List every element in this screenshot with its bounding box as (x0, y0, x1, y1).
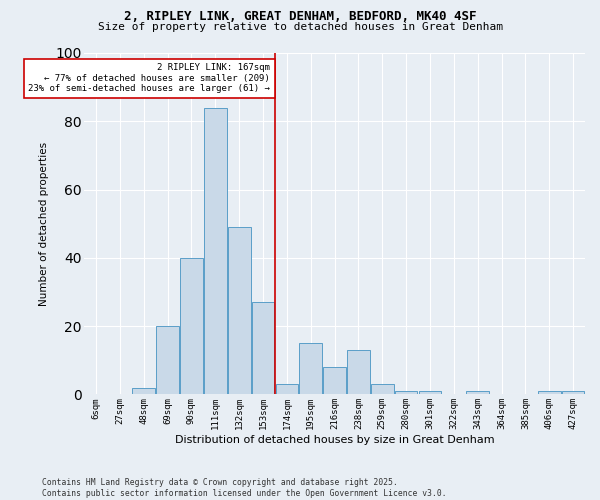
Y-axis label: Number of detached properties: Number of detached properties (40, 142, 49, 306)
X-axis label: Distribution of detached houses by size in Great Denham: Distribution of detached houses by size … (175, 435, 494, 445)
Bar (466, 391, 489, 394)
Bar (323, 367, 346, 394)
Bar (538, 391, 560, 394)
Bar (133, 388, 155, 394)
Bar (157, 326, 179, 394)
Bar (299, 343, 322, 394)
Text: Size of property relative to detached houses in Great Denham: Size of property relative to detached ho… (97, 22, 503, 32)
Bar (228, 227, 251, 394)
Bar (395, 391, 418, 394)
Bar (371, 384, 394, 394)
Bar (347, 350, 370, 395)
Bar (252, 302, 274, 394)
Bar (180, 258, 203, 394)
Bar (204, 108, 227, 395)
Text: Contains HM Land Registry data © Crown copyright and database right 2025.
Contai: Contains HM Land Registry data © Crown c… (42, 478, 446, 498)
Bar (275, 384, 298, 394)
Bar (419, 391, 442, 394)
Bar (562, 391, 584, 394)
Text: 2, RIPLEY LINK, GREAT DENHAM, BEDFORD, MK40 4SF: 2, RIPLEY LINK, GREAT DENHAM, BEDFORD, M… (124, 10, 476, 23)
Text: 2 RIPLEY LINK: 167sqm
← 77% of detached houses are smaller (209)
23% of semi-det: 2 RIPLEY LINK: 167sqm ← 77% of detached … (28, 63, 270, 93)
